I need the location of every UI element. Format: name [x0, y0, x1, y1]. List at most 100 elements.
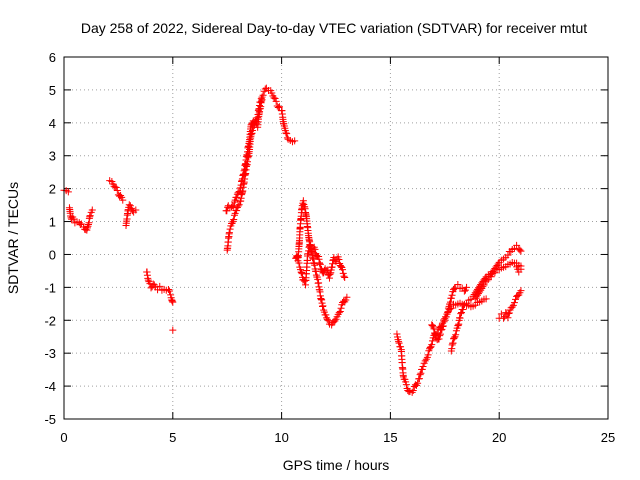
- data-point: [230, 202, 238, 210]
- data-point: [168, 297, 176, 305]
- data-point: [112, 184, 120, 191]
- data-point: [447, 294, 455, 302]
- data-point: [166, 287, 174, 295]
- data-point: [480, 281, 488, 289]
- data-point: [443, 310, 451, 318]
- data-point: [226, 225, 234, 233]
- data-point: [395, 338, 403, 346]
- data-point: [144, 276, 152, 284]
- data-point: [295, 259, 303, 267]
- data-point: [513, 241, 521, 249]
- data-point: [156, 282, 164, 290]
- data-point: [428, 322, 436, 330]
- data-point: [337, 263, 345, 271]
- data-point: [259, 91, 267, 99]
- data-point: [235, 201, 243, 209]
- data-point: [88, 206, 96, 214]
- data-point: [84, 221, 92, 229]
- data-point: [343, 293, 351, 301]
- data-point: [414, 379, 422, 387]
- data-point: [477, 286, 485, 294]
- data-point: [336, 308, 344, 316]
- data-point: [271, 95, 279, 103]
- data-point: [64, 188, 72, 196]
- data-point: [452, 331, 460, 339]
- data-point: [444, 308, 452, 316]
- data-point: [337, 304, 345, 312]
- data-point: [335, 255, 343, 263]
- data-point: [494, 260, 502, 268]
- data-point: [426, 344, 434, 352]
- data-point: [510, 299, 518, 307]
- data-point: [436, 332, 444, 340]
- y-axis-label: SDTVAR / TECUs: [5, 182, 21, 294]
- y-tick-label: -4: [44, 379, 56, 394]
- data-point: [283, 130, 291, 138]
- data-point: [439, 322, 447, 330]
- data-point: [164, 286, 172, 294]
- data-point: [504, 314, 512, 322]
- y-tick-label: 5: [49, 83, 56, 98]
- data-point: [397, 343, 405, 351]
- data-point: [395, 339, 403, 347]
- data-point: [282, 129, 290, 137]
- data-point: [319, 302, 327, 310]
- data-point: [457, 308, 465, 316]
- data-point: [456, 314, 464, 322]
- data-point: [418, 365, 426, 373]
- data-point: [341, 273, 349, 281]
- data-point: [340, 272, 348, 280]
- data-point: [167, 291, 175, 299]
- data-point: [229, 217, 237, 225]
- data-point: [331, 317, 339, 325]
- data-point: [512, 295, 520, 303]
- chart-title: Day 258 of 2022, Sidereal Day-to-day VTE…: [81, 20, 587, 36]
- data-point: [454, 280, 462, 288]
- data-point: [517, 287, 525, 295]
- data-point: [457, 310, 465, 318]
- data-point: [430, 325, 438, 333]
- data-point: [129, 207, 137, 215]
- x-axis-label: GPS time / hours: [283, 457, 390, 473]
- data-point: [421, 357, 429, 365]
- y-tick-label: -2: [44, 313, 56, 328]
- data-point: [229, 202, 237, 210]
- data-point: [258, 96, 266, 104]
- data-point: [119, 196, 127, 204]
- data-point: [272, 97, 280, 105]
- data-point: [500, 314, 508, 322]
- data-point: [228, 219, 236, 227]
- data-point: [409, 387, 417, 395]
- data-point: [439, 322, 447, 330]
- data-point: [436, 330, 444, 338]
- data-point: [508, 303, 516, 311]
- y-tick-label: -3: [44, 346, 56, 361]
- data-point: [505, 309, 513, 317]
- x-tick-label: 0: [60, 430, 67, 445]
- data-point: [428, 337, 436, 345]
- data-point: [323, 315, 331, 323]
- y-tick-label: 2: [49, 182, 56, 197]
- data-point: [84, 222, 92, 230]
- data-point: [483, 277, 491, 285]
- data-point: [234, 189, 242, 197]
- data-point: [424, 351, 432, 359]
- data-point: [225, 229, 233, 237]
- data-point: [86, 212, 94, 220]
- data-point: [428, 341, 436, 349]
- data-point: [339, 269, 347, 277]
- data-point: [441, 316, 449, 324]
- data-point: [335, 309, 343, 317]
- chart-grid: [64, 57, 608, 419]
- data-point: [435, 335, 443, 343]
- data-point: [300, 277, 308, 285]
- x-tick-label: 20: [492, 430, 506, 445]
- data-point: [487, 273, 495, 281]
- data-point: [437, 326, 445, 334]
- y-tick-label: 1: [49, 215, 56, 230]
- data-point: [144, 274, 152, 282]
- data-point: [147, 284, 155, 292]
- data-point: [275, 103, 283, 111]
- data-point: [408, 388, 416, 396]
- y-tick-label: -5: [44, 412, 56, 427]
